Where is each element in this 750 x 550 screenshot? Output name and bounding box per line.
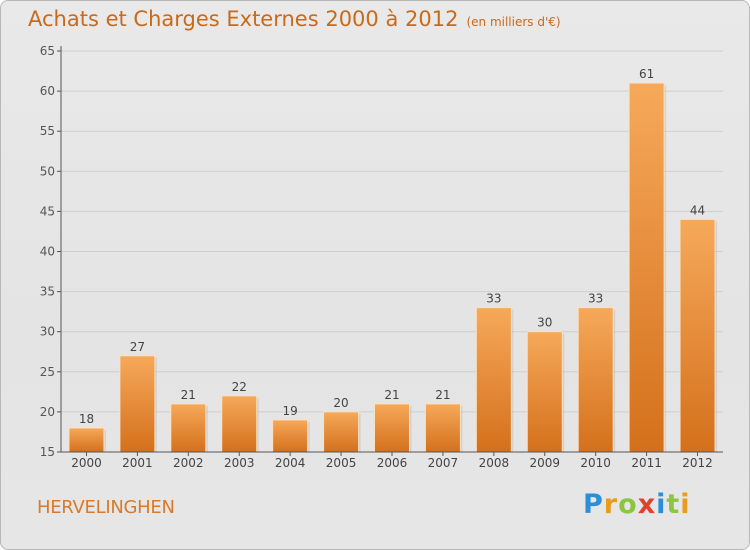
chart-title: Achats et Charges Externes 2000 à 2012 (e… [28,7,561,31]
bar-value-label: 44 [690,203,705,217]
bar-value-label: 18 [79,412,94,426]
chart-title-text: Achats et Charges Externes 2000 à 2012 [28,7,459,31]
bar [119,355,156,453]
logo-letter: i [680,489,691,520]
logo-letter: i [656,489,667,520]
logo-letter: t [666,489,681,520]
bar [424,403,461,453]
bar [679,218,716,453]
y-tick-label: 40 [40,245,55,259]
grid-lines [61,50,723,413]
x-tick-label: 2010 [580,456,611,470]
bar-value-label: 27 [130,340,145,354]
bar-value-label: 33 [486,292,501,306]
y-tick-label: 20 [40,405,55,419]
bar [323,411,360,453]
x-tick-label: 2008 [479,456,510,470]
bar [628,82,665,453]
y-tick-label: 25 [40,365,55,379]
bar [374,403,410,453]
commune-name: HERVELINGHEN [37,497,175,518]
x-tick-label: 2001 [122,456,153,470]
x-tick-label: 2007 [428,456,459,470]
y-tick-label: 35 [40,285,55,299]
bar-value-label: 19 [283,404,298,418]
bar [170,403,207,453]
y-tick-label: 55 [40,124,55,138]
bar [475,307,512,453]
y-tick-label: 65 [40,44,55,58]
bar-value-label: 21 [435,388,450,402]
y-tick-label: 45 [40,204,55,218]
y-tick-label: 60 [40,84,55,98]
x-tick-label: 2003 [224,456,255,470]
bar-value-label: 22 [232,380,247,394]
x-tick-label: 2006 [377,456,408,470]
bar [526,331,563,453]
bar [68,427,105,453]
bar-value-label: 21 [384,388,399,402]
chart-unit: (en milliers d'€) [466,15,561,29]
x-tick-label: 2004 [275,456,306,470]
proxiti-logo: Proxiti [583,489,691,520]
bar [221,395,258,453]
logo-letter: o [618,489,638,520]
bar-value-label: 30 [537,316,552,330]
x-tick-label: 2012 [682,456,713,470]
bar-value-label: 21 [181,388,196,402]
bar-value-label: 20 [333,396,348,410]
logo-letter: P [583,489,604,520]
y-tick-label: 30 [40,325,55,339]
bar-value-label: 33 [588,292,603,306]
bar-value-label: 61 [639,67,654,81]
bar [577,307,614,453]
bars: 18 27 21 22 19 20 21 21 33 30 33 61 44 [68,67,718,453]
bar [272,419,309,453]
y-tick-label: 15 [40,445,55,459]
x-tick-label: 2000 [71,456,102,470]
logo-letter: r [603,489,619,520]
x-tick-label: 2009 [529,456,560,470]
y-tick-label: 50 [40,164,55,178]
axes: 15 20 25 30 35 40 45 50 55 60 65 2000 2001 2002 2003 20… [40,44,723,470]
logo-letter: x [637,489,657,520]
x-tick-label: 2002 [173,456,204,470]
x-tick-label: 2011 [631,456,662,470]
x-tick-label: 2005 [326,456,357,470]
